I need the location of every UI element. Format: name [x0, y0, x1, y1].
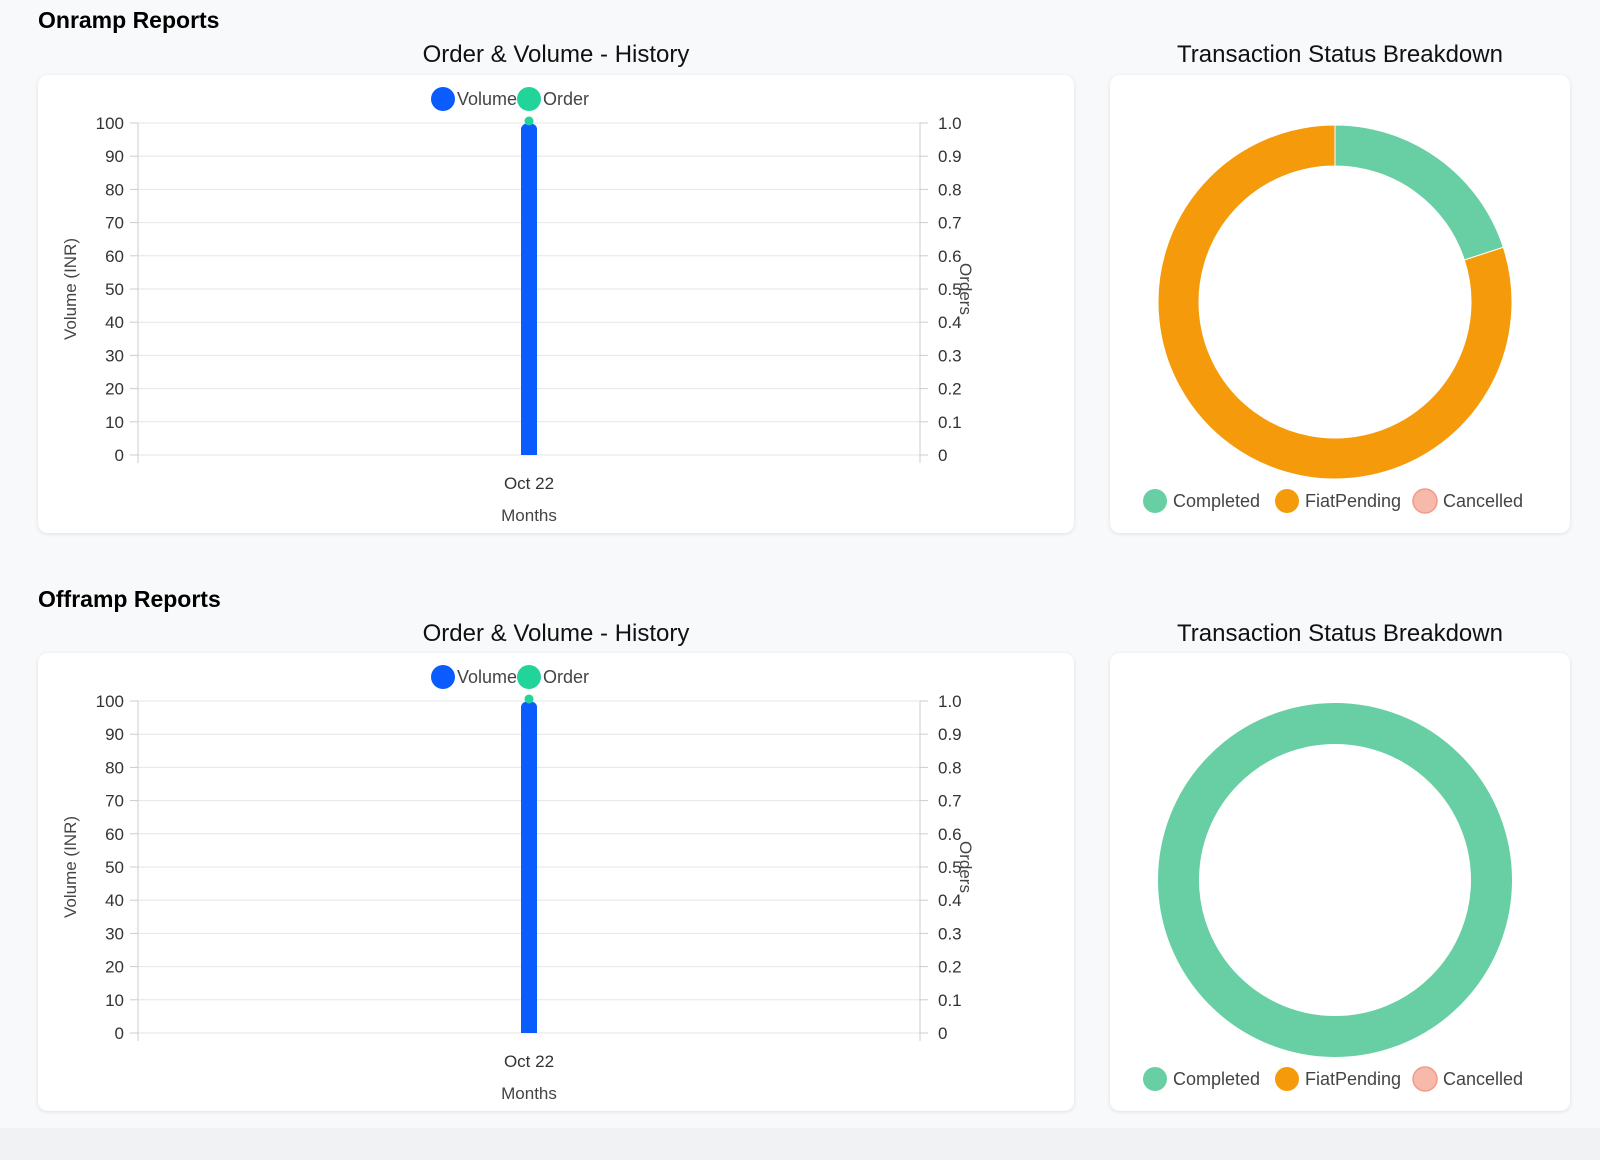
- onramp-status-legend-cancelled-swatch[interactable]: [1412, 488, 1438, 514]
- offramp-history-x-tick-label: Oct 22: [504, 1052, 554, 1071]
- offramp-history-legend-order-swatch[interactable]: [517, 665, 541, 689]
- offramp-history-card: Volume Order 0 10 20 30 40 50 60 70 80 90 100 0 0.1 0.2…: [38, 653, 1074, 1111]
- onramp-status-legend-completed-label[interactable]: Completed: [1173, 491, 1260, 511]
- onramp-status-slice-fiatpending[interactable]: [1157, 124, 1513, 480]
- offramp-history-y2-tick-label: 0.2: [938, 958, 962, 977]
- onramp-history-y2-tick-label: 0.6: [938, 247, 962, 266]
- onramp-history-legend-volume-label[interactable]: Volume: [457, 89, 517, 109]
- offramp-status-slice-completed[interactable]: [1158, 703, 1512, 1057]
- onramp-history-legend-order-label[interactable]: Order: [543, 89, 589, 109]
- offramp-history-y-tick-label: 80: [105, 758, 124, 777]
- onramp-history-y-tick-label: 70: [105, 214, 124, 233]
- offramp-status-card: Completed FiatPending Cancelled: [1110, 653, 1570, 1111]
- offramp-history-y-tick-label: 0: [115, 1024, 124, 1043]
- offramp-history-y-axis-title: Volume (INR): [61, 816, 80, 918]
- onramp-status-card: Completed FiatPending Cancelled: [1110, 75, 1570, 533]
- onramp-history-y-tick-label: 50: [105, 280, 124, 299]
- offramp-status-legend-fiatpending-label[interactable]: FiatPending: [1305, 1069, 1401, 1089]
- offramp-status-donut-chart: Completed FiatPending Cancelled: [1143, 703, 1523, 1092]
- onramp-history-y2-tick-label: 0.9: [938, 147, 962, 166]
- offramp-status-chart-title: Transaction Status Breakdown: [1177, 620, 1503, 647]
- onramp-history-chart: Volume Order 0 10 20 30 40 50 60 70 80 90 100 0 0.1 0.2…: [61, 87, 975, 525]
- onramp-history-y-tick-label: 100: [96, 114, 124, 133]
- offramp-history-legend-volume-label[interactable]: Volume: [457, 667, 517, 687]
- onramp-status-legend-cancelled-label[interactable]: Cancelled: [1443, 491, 1523, 511]
- offramp-section-title: Offramp Reports: [38, 586, 221, 612]
- offramp-history-y2-tick-label: 0.8: [938, 758, 962, 777]
- offramp-history-y2-tick-label: 0.4: [938, 891, 962, 910]
- onramp-status-donut-chart: Completed FiatPending Cancelled: [1143, 124, 1523, 514]
- onramp-history-y-tick-label: 30: [105, 346, 124, 365]
- offramp-history-volume-bar[interactable]: [521, 701, 537, 1033]
- onramp-history-y2-tick-label: 1.0: [938, 114, 962, 133]
- onramp-history-y2-tick-label: 0.2: [938, 380, 962, 399]
- offramp-history-legend-order-label[interactable]: Order: [543, 667, 589, 687]
- offramp-history-y2-tick-label: 0.9: [938, 725, 962, 744]
- offramp-status-legend-fiatpending-swatch[interactable]: [1275, 1067, 1299, 1091]
- offramp-history-chart: Volume Order 0 10 20 30 40 50 60 70 80 90 100 0 0.1 0.2…: [61, 665, 975, 1103]
- offramp-history-y-tick-label: 100: [96, 692, 124, 711]
- page-bottom-strip: [0, 1128, 1600, 1160]
- onramp-history-y-tick-label: 40: [105, 313, 124, 332]
- onramp-history-y2-tick-label: 0.1: [938, 413, 962, 432]
- offramp-status-legend-cancelled-swatch[interactable]: [1412, 1066, 1438, 1092]
- offramp-history-y-tick-label: 30: [105, 924, 124, 943]
- onramp-history-y2-axis-title: Orders: [956, 263, 975, 315]
- onramp-history-volume-bar[interactable]: [521, 123, 537, 455]
- onramp-history-chart-title: Order & Volume - History: [422, 41, 690, 68]
- onramp-history-y2-tick-label: 0.7: [938, 214, 962, 233]
- offramp-history-y-tick-label: 50: [105, 858, 124, 877]
- onramp-status-slice-completed[interactable]: [1334, 124, 1504, 261]
- onramp-history-legend-volume-swatch[interactable]: [431, 87, 455, 111]
- onramp-history-y-tick-label: 90: [105, 147, 124, 166]
- onramp-history-y-tick-label: 0: [115, 446, 124, 465]
- onramp-history-y-tick-label: 80: [105, 180, 124, 199]
- onramp-history-y2-tick-label: 0.5: [938, 280, 962, 299]
- offramp-history-y-tick-label: 10: [105, 991, 124, 1010]
- onramp-history-card: Volume Order 0 10 20 30 40 50 60 70 80 90 100 0 0.1 0.2…: [38, 75, 1074, 533]
- offramp-history-y2-tick-label: 0.6: [938, 825, 962, 844]
- offramp-history-y2-tick-label: 0: [938, 1024, 947, 1043]
- offramp-history-y2-tick-label: 0.1: [938, 991, 962, 1010]
- onramp-status-legend-completed-swatch[interactable]: [1143, 489, 1167, 513]
- offramp-history-chart-title: Order & Volume - History: [422, 620, 690, 647]
- onramp-section-title: Onramp Reports: [38, 7, 220, 33]
- offramp-history-y2-tick-label: 0.5: [938, 858, 962, 877]
- onramp-history-y2-tick-label: 0: [938, 446, 947, 465]
- offramp-history-y2-tick-label: 0.3: [938, 924, 962, 943]
- onramp-history-y-axis-title: Volume (INR): [61, 238, 80, 340]
- offramp-history-y-tick-label: 40: [105, 891, 124, 910]
- offramp-history-y2-tick-label: 1.0: [938, 692, 962, 711]
- offramp-history-y-tick-label: 90: [105, 725, 124, 744]
- offramp-history-y-tick-label: 70: [105, 792, 124, 811]
- onramp-history-y-tick-label: 10: [105, 413, 124, 432]
- offramp-history-legend-volume-swatch[interactable]: [431, 665, 455, 689]
- offramp-history-x-axis-title: Months: [501, 1084, 557, 1103]
- onramp-status-chart-title: Transaction Status Breakdown: [1177, 41, 1503, 68]
- onramp-history-y-tick-label: 20: [105, 380, 124, 399]
- offramp-status-legend-cancelled-label[interactable]: Cancelled: [1443, 1069, 1523, 1089]
- offramp-history-y2-axis-title: Orders: [956, 841, 975, 893]
- offramp-history-y2-tick-label: 0.7: [938, 792, 962, 811]
- offramp-history-y-tick-label: 60: [105, 825, 124, 844]
- onramp-history-x-axis-title: Months: [501, 506, 557, 525]
- offramp-status-legend-completed-label[interactable]: Completed: [1173, 1069, 1260, 1089]
- onramp-history-legend-order-swatch[interactable]: [517, 87, 541, 111]
- onramp-history-y2-tick-label: 0.8: [938, 180, 962, 199]
- offramp-history-y-tick-label: 20: [105, 958, 124, 977]
- onramp-history-y2-tick-label: 0.4: [938, 313, 962, 332]
- onramp-history-y2-tick-label: 0.3: [938, 346, 962, 365]
- onramp-history-x-tick-label: Oct 22: [504, 474, 554, 493]
- onramp-status-legend-fiatpending-swatch[interactable]: [1275, 489, 1299, 513]
- offramp-history-order-point[interactable]: [524, 694, 534, 704]
- onramp-status-legend-fiatpending-label[interactable]: FiatPending: [1305, 491, 1401, 511]
- onramp-history-order-point[interactable]: [524, 116, 534, 126]
- onramp-history-y-tick-label: 60: [105, 247, 124, 266]
- offramp-status-legend-completed-swatch[interactable]: [1143, 1067, 1167, 1091]
